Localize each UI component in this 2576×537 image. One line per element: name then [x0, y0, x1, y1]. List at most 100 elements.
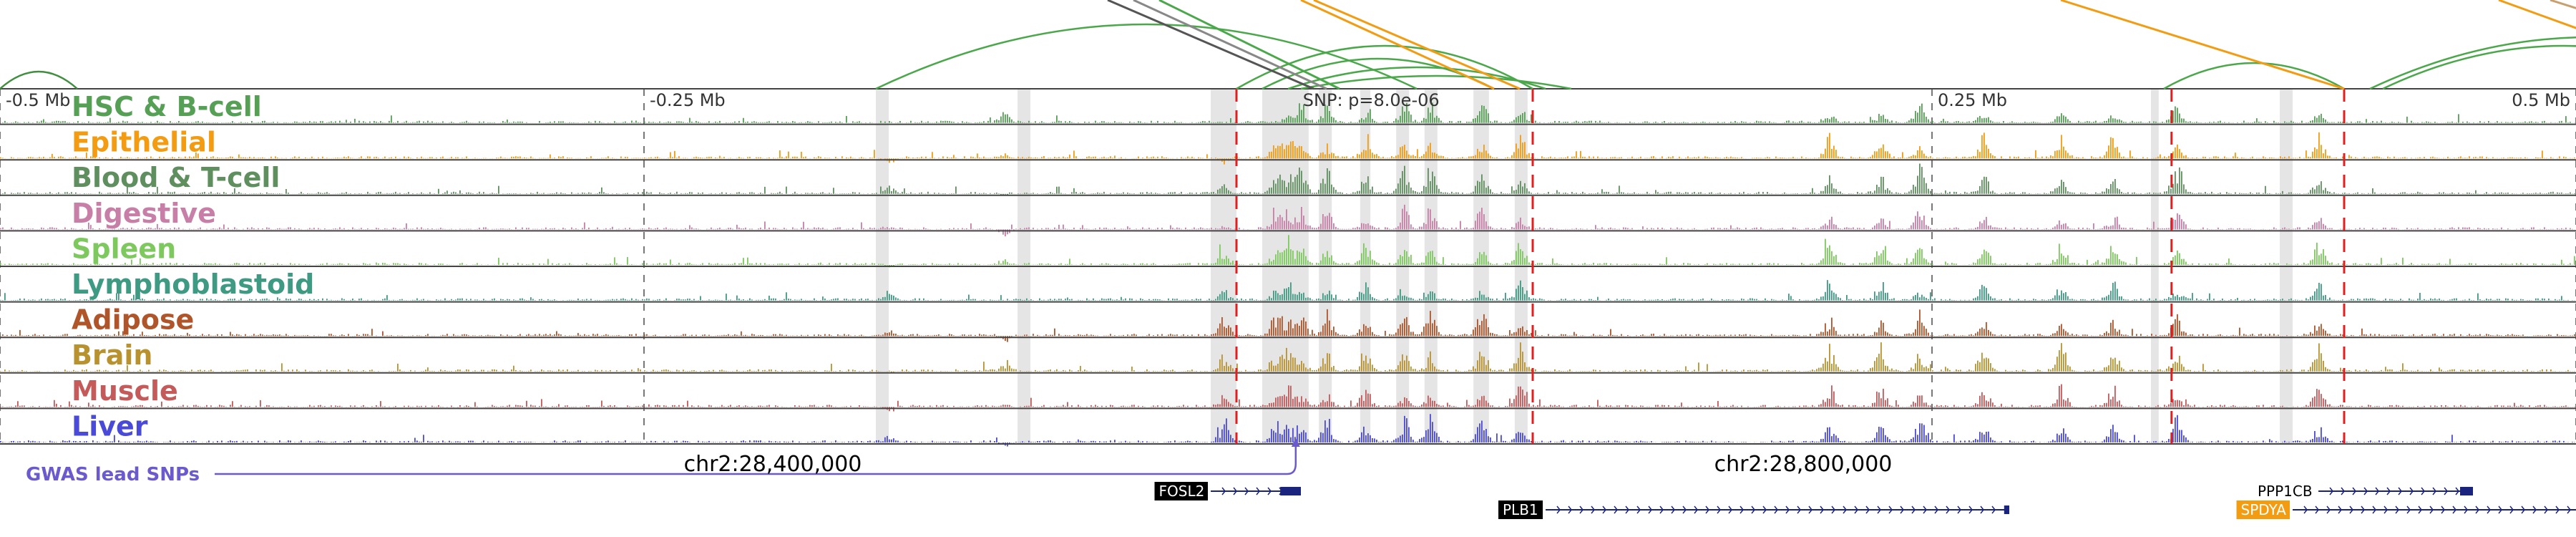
gene-strand-chevron [1968, 505, 1973, 514]
axis-tick-label-0: -0.5 Mb [6, 90, 70, 110]
gene-strand-chevron [1682, 505, 1687, 514]
gene-strand-chevron [2509, 505, 2514, 514]
gene-label-2: PPP1CB [2258, 483, 2313, 500]
connector-line-6 [2498, 0, 2576, 29]
chromatin-loop-5 [1300, 74, 1572, 90]
gene-strand-chevron [2395, 505, 2399, 514]
chromatin-loop-8 [2369, 37, 2576, 90]
chromatin-loop-2 [1236, 44, 1533, 90]
gene-strand-chevron [2329, 487, 2333, 495]
gene-strand-chevron [2352, 487, 2356, 495]
track-signal-6 [0, 309, 2576, 342]
gene-strand-chevron [1221, 487, 1226, 495]
track-signal-5 [0, 280, 2576, 301]
chromatin-loop-0 [0, 70, 78, 90]
gene-strand-chevron [2444, 487, 2448, 495]
gene-strand-chevron [2441, 505, 2445, 514]
gene-strand-chevron [2406, 505, 2411, 514]
gene-strand-chevron [1671, 505, 1675, 514]
gene-strand-chevron [1267, 487, 1272, 495]
gene-strand-chevron [1648, 505, 1652, 514]
gene-strand-chevron [2555, 505, 2560, 514]
gene-strand-chevron [1233, 487, 1237, 495]
gene-strand-chevron [1831, 505, 1835, 514]
gene-strand-chevron [2432, 487, 2436, 495]
chromatin-loop-4 [1287, 66, 1546, 90]
gene-strand-chevron [1854, 505, 1858, 514]
gene-strand-chevron [1774, 505, 1778, 514]
track-label-1: Epithelial [72, 127, 216, 158]
gene-strand-chevron [1946, 505, 1950, 514]
axis-tick-label-3: 0.5 Mb [2512, 90, 2570, 110]
gene-strand-chevron [2498, 505, 2502, 514]
gene-strand-chevron [1991, 505, 1996, 514]
gene-strand-chevron [1762, 505, 1767, 514]
gene-strand-chevron [1556, 505, 1561, 514]
gene-exon-1-0 [2004, 505, 2009, 514]
gene-strand-chevron [1705, 505, 1709, 514]
gene-strand-chevron [2544, 505, 2548, 514]
track-label-7: Brain [72, 339, 152, 371]
chromatin-loop-7 [2382, 44, 2576, 90]
gwas-snp-connector [215, 444, 1297, 475]
track-label-2: Blood & T-cell [72, 162, 280, 193]
coordinate-label-1: chr2:28,800,000 [1714, 452, 1893, 477]
gene-strand-chevron [1911, 505, 1916, 514]
gene-strand-chevron [2341, 487, 2345, 495]
gene-label-box-1 [1498, 500, 1543, 519]
gene-strand-chevron [1591, 505, 1595, 514]
gene-strand-chevron [1751, 505, 1755, 514]
snp-annotation: SNP: p=8.0e-06 [1303, 90, 1440, 110]
gene-strand-chevron [1602, 505, 1606, 514]
gene-strand-chevron [1740, 505, 1744, 514]
gene-strand-chevron [1614, 505, 1618, 514]
track-label-0: HSC & B-cell [72, 91, 262, 122]
gene-strand-chevron [2315, 505, 2319, 514]
gene-strand-chevron [2386, 487, 2391, 495]
gene-strand-chevron [1625, 505, 1629, 514]
gene-strand-chevron [1934, 505, 1938, 514]
connector-line-7 [2550, 0, 2576, 9]
gene-strand-chevron [2567, 505, 2571, 514]
gene-strand-chevron [1820, 505, 1824, 514]
axis-tick-label-1: -0.25 Mb [650, 90, 726, 110]
coordinate-label-0: chr2:28,400,000 [684, 452, 862, 477]
gwas-track-label: GWAS lead SNPs [26, 464, 200, 485]
gene-strand-chevron [2375, 487, 2379, 495]
track-signal-7 [0, 342, 2576, 373]
gene-strand-chevron [2409, 487, 2414, 495]
gene-strand-chevron [2384, 505, 2388, 514]
gene-strand-chevron [1568, 505, 1572, 514]
gene-strand-chevron [1865, 505, 1870, 514]
gene-strand-chevron [1785, 505, 1790, 514]
track-label-5: Lymphoblastoid [72, 268, 314, 300]
track-signal-4 [0, 235, 2576, 268]
gene-strand-chevron [1636, 505, 1641, 514]
gene-strand-chevron [2532, 505, 2537, 514]
track-label-9: Liver [72, 410, 148, 442]
gene-strand-chevron [1797, 505, 1801, 514]
gene-strand-chevron [1659, 505, 1664, 514]
track-signal-2 [0, 163, 2576, 195]
gene-strand-chevron [1694, 505, 1698, 514]
track-signal-8 [0, 384, 2576, 412]
gwas-snp-marker [1291, 438, 1300, 447]
gene-strand-chevron [2326, 505, 2331, 514]
gene-strand-chevron [1957, 505, 1961, 514]
gene-strand-chevron [2452, 505, 2457, 514]
gene-strand-chevron [1888, 505, 1893, 514]
gene-strand-chevron [1900, 505, 1904, 514]
gene-strand-chevron [2429, 505, 2434, 514]
gene-strand-chevron [2303, 505, 2308, 514]
gene-strand-chevron [2487, 505, 2491, 514]
gene-strand-chevron [2455, 487, 2459, 495]
connector-line-0 [1107, 0, 1314, 90]
gene-strand-chevron [1980, 505, 1984, 514]
gene-strand-chevron [1244, 487, 1249, 495]
gene-label-1: PLB1 [1503, 501, 1538, 518]
connector-line-3 [1300, 0, 1495, 90]
gene-exon-0-0 [1280, 487, 1301, 495]
gene-strand-chevron [2349, 505, 2353, 514]
gene-strand-chevron [2398, 487, 2402, 495]
